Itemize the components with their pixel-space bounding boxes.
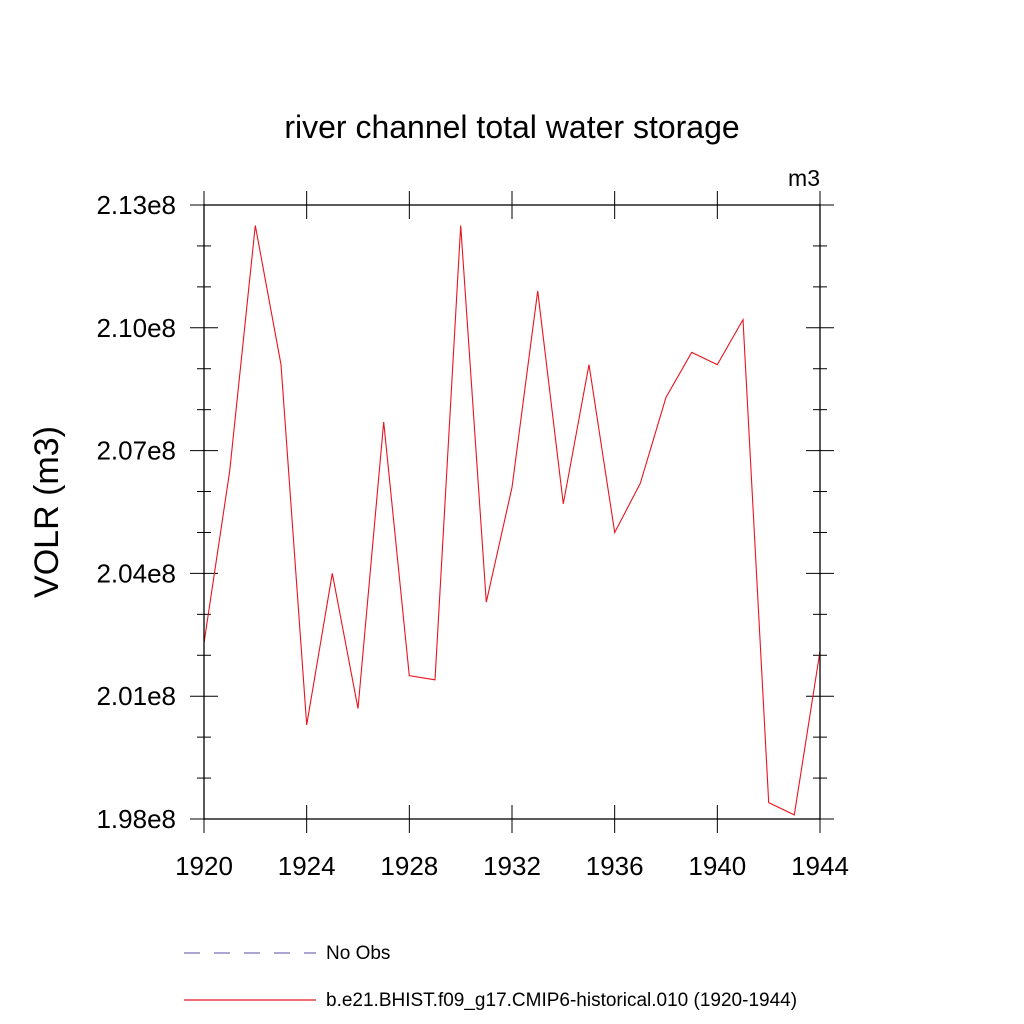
x-tick-label: 1928 bbox=[380, 851, 438, 881]
x-tick-label: 1920 bbox=[175, 851, 233, 881]
y-axis-label: VOLR (m3) bbox=[28, 426, 66, 598]
y-tick-label: 2.13e8 bbox=[96, 190, 176, 220]
y-tick-label: 1.98e8 bbox=[96, 804, 176, 834]
y-tick-label: 2.07e8 bbox=[96, 436, 176, 466]
tick-labels: 1920 1924 1928 1932 1936 1940 1944 1.98e8 2.01e8… bbox=[96, 190, 848, 881]
x-tick-label: 1940 bbox=[688, 851, 746, 881]
plot-frame bbox=[203, 204, 821, 820]
series-line bbox=[203, 225, 821, 816]
y-tick-label: 2.10e8 bbox=[96, 313, 176, 343]
y-tick-label: 2.01e8 bbox=[96, 681, 176, 711]
legend-label-historical: b.e21.BHIST.f09_g17.CMIP6-historical.010… bbox=[326, 990, 797, 1011]
legend-label-no-obs: No Obs bbox=[326, 943, 390, 964]
axis-ticks bbox=[190, 191, 834, 833]
x-tick-label: 1944 bbox=[791, 851, 849, 881]
x-tick-label: 1936 bbox=[586, 851, 644, 881]
units-label: m3 bbox=[788, 165, 820, 191]
x-tick-label: 1932 bbox=[483, 851, 541, 881]
legend: No Obs b.e21.BHIST.f09_g17.CMIP6-histori… bbox=[184, 943, 797, 1011]
y-tick-label: 2.04e8 bbox=[96, 558, 176, 588]
series-layer bbox=[203, 225, 821, 816]
x-tick-label: 1924 bbox=[278, 851, 336, 881]
chart-title: river channel total water storage bbox=[284, 109, 739, 145]
